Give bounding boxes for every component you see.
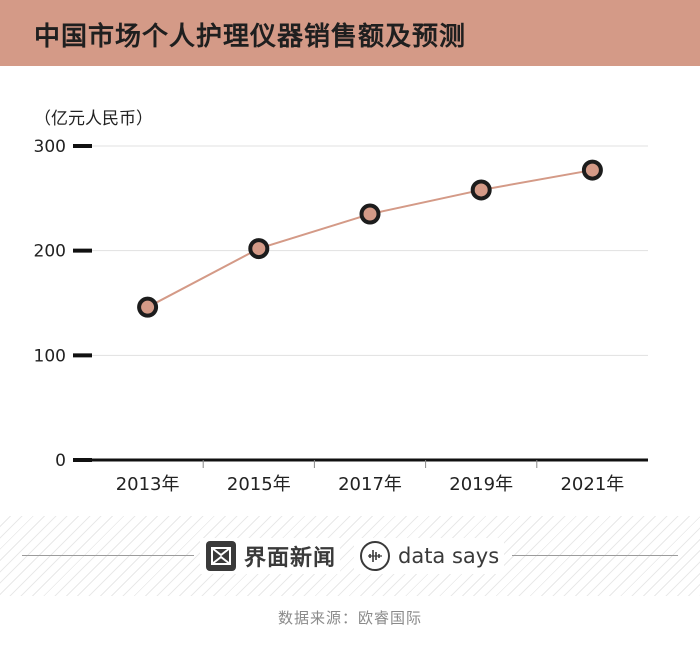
logo-band: 界面新闻 data says <box>0 516 700 596</box>
data-point <box>248 238 270 260</box>
x-tick-label: 2021年 <box>560 474 624 495</box>
header-banner: 中国市场个人护理仪器销售额及预测 <box>0 0 700 66</box>
divider-line-left <box>22 555 194 556</box>
data-point <box>581 159 603 181</box>
line-chart: 0 100 200 300 2013年 2015年 2017年 2019年 2021年 <box>34 137 648 495</box>
data-source: 数据来源：欧睿国际 <box>277 609 422 627</box>
y-tick-label: 0 <box>55 451 66 471</box>
datasays-logo-text: data says <box>398 544 500 568</box>
data-point <box>470 179 492 201</box>
x-tick-label: 2019年 <box>449 474 513 495</box>
data-point <box>137 296 159 318</box>
y-tick-label: 200 <box>34 242 66 262</box>
y-axis-unit-label: （亿元人民币） <box>34 109 153 129</box>
chart-title: 中国市场个人护理仪器销售额及预测 <box>34 22 467 52</box>
y-tick-label: 100 <box>34 346 66 366</box>
jiemian-logo-icon <box>206 541 236 571</box>
jiemian-logo-text: 界面新闻 <box>244 546 337 571</box>
x-tick-label: 2013年 <box>116 474 180 495</box>
datasays-logo: data says <box>354 538 504 574</box>
jiemian-logo: 界面新闻 <box>200 538 340 574</box>
datasays-logo-icon <box>360 541 390 571</box>
x-tick-label: 2017年 <box>338 474 402 495</box>
data-point <box>359 203 381 225</box>
x-tick-label: 2015年 <box>227 474 291 495</box>
y-tick-label: 300 <box>34 137 66 157</box>
divider-line-right <box>512 555 678 556</box>
series-line <box>147 169 593 309</box>
